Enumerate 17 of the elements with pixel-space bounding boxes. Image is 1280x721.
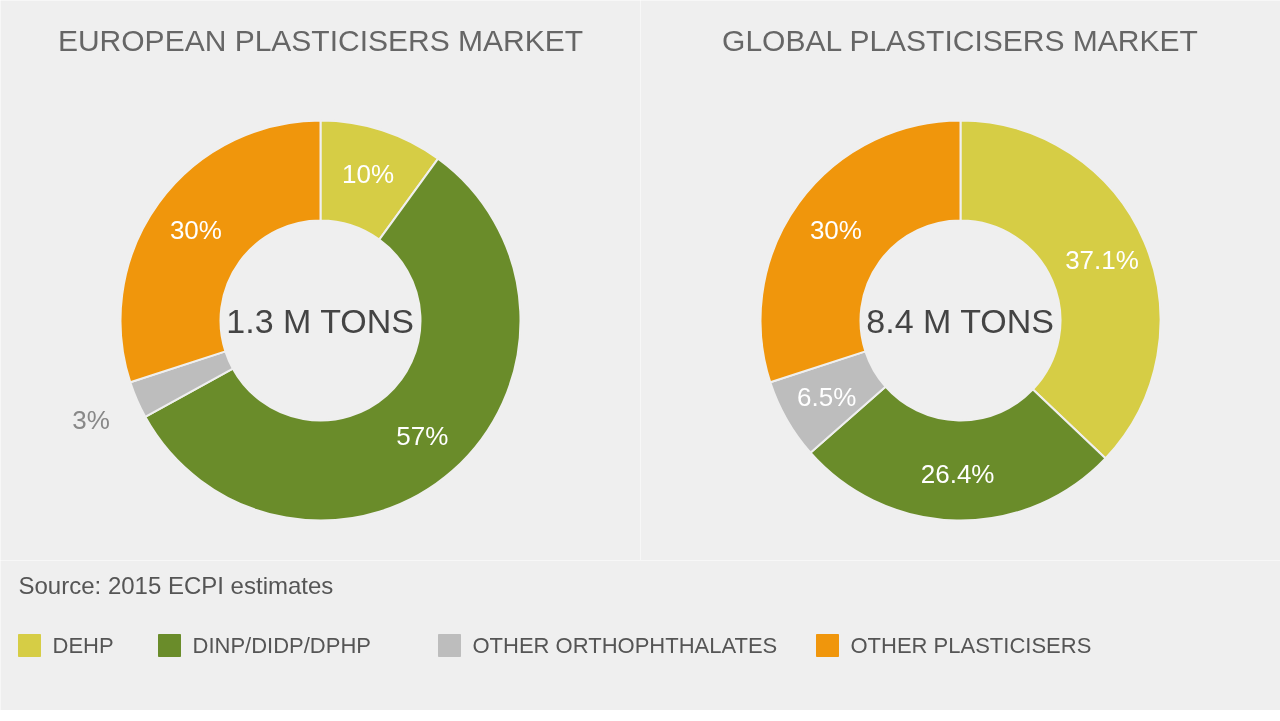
text: 8.4 M TONS	[866, 301, 1055, 340]
chart-title: GLOBAL PLASTICISERS MARKET	[722, 24, 1198, 57]
data-label: 57%	[396, 421, 449, 452]
data-label: 30%	[809, 214, 862, 245]
text: 1.3 M TONS	[226, 301, 415, 340]
data-label: 10%	[342, 159, 395, 190]
source-note: Source: 2015 ECPI estimates	[18, 572, 334, 599]
data-label: 26.4%	[920, 459, 995, 490]
data-label: 30%	[169, 214, 222, 245]
data-label: 3%	[72, 404, 110, 435]
legend-label: DINP/DIDP/DPHP	[192, 633, 371, 658]
legend-label: OTHER PLASTICISERS	[850, 633, 1092, 658]
legend-label: DEHP	[52, 633, 114, 658]
legend-label: OTHER ORTHOPHTHALATES	[472, 633, 778, 658]
data-label: 37.1%	[1065, 244, 1139, 275]
chart-title: EUROPEAN PLASTICISERS MARKET	[57, 24, 584, 57]
data-label: 6.5%	[797, 381, 857, 412]
